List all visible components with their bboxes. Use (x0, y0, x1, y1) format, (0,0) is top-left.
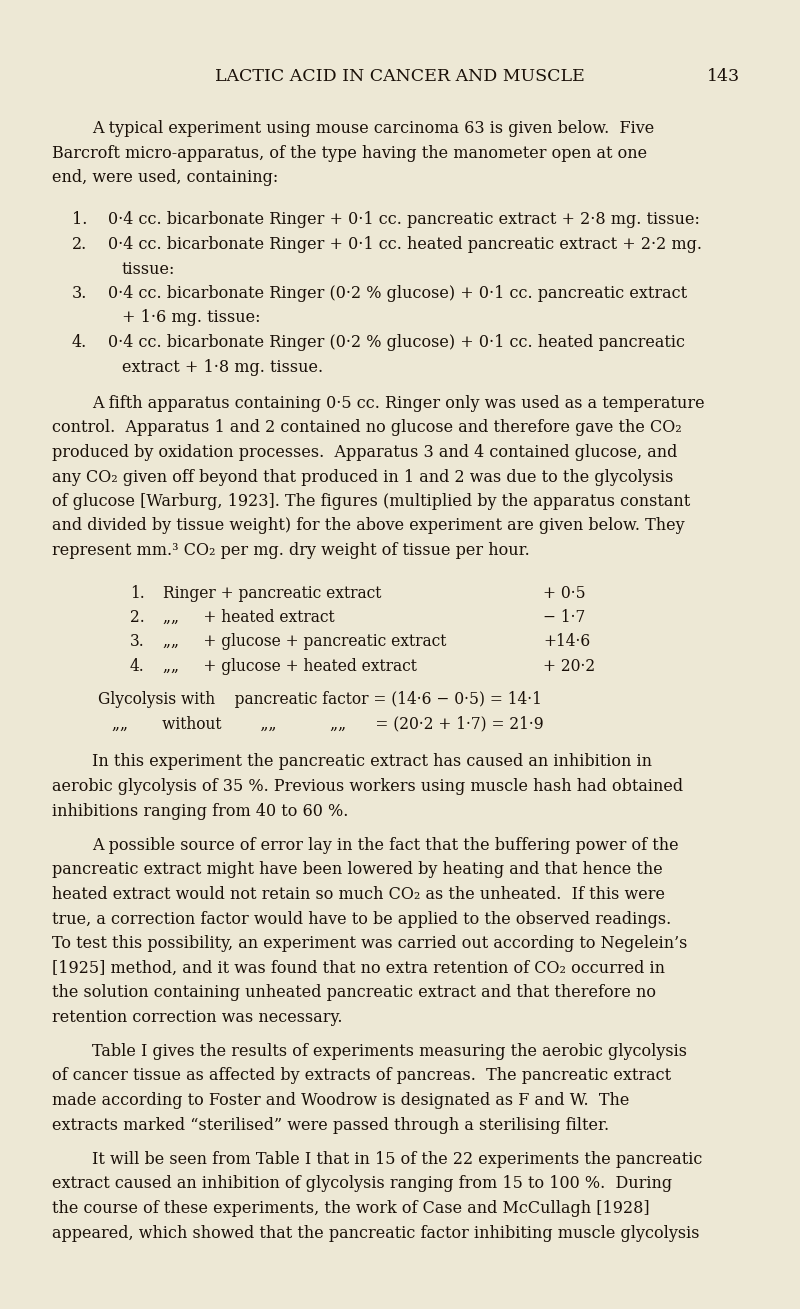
Text: 2.: 2. (72, 236, 87, 253)
Text: represent mm.³ CO₂ per mg. dry weight of tissue per hour.: represent mm.³ CO₂ per mg. dry weight of… (52, 542, 530, 559)
Text: 4.: 4. (130, 658, 145, 675)
Text: 0·4 cc. bicarbonate Ringer + 0·1 cc. pancreatic extract + 2·8 mg. tissue:: 0·4 cc. bicarbonate Ringer + 0·1 cc. pan… (108, 212, 700, 229)
Text: +14·6: +14·6 (543, 634, 590, 651)
Text: + 0·5: + 0·5 (543, 585, 586, 602)
Text: inhibitions ranging from 40 to 60 %.: inhibitions ranging from 40 to 60 %. (52, 802, 348, 819)
Text: − 1·7: − 1·7 (543, 609, 586, 626)
Text: It will be seen from Table I that in 15 of the 22 experiments the pancreatic: It will be seen from Table I that in 15 … (92, 1151, 702, 1168)
Text: tissue:: tissue: (122, 260, 175, 278)
Text: extract + 1·8 mg. tissue.: extract + 1·8 mg. tissue. (122, 359, 323, 376)
Text: produced by oxidation processes.  Apparatus 3 and 4 contained glucose, and: produced by oxidation processes. Apparat… (52, 444, 678, 461)
Text: LACTIC ACID IN CANCER AND MUSCLE: LACTIC ACID IN CANCER AND MUSCLE (215, 68, 585, 85)
Text: 1.: 1. (130, 585, 145, 602)
Text: A typical experiment using mouse carcinoma 63 is given below.  Five: A typical experiment using mouse carcino… (92, 120, 654, 137)
Text: 3.: 3. (72, 285, 87, 302)
Text: appeared, which showed that the pancreatic factor inhibiting muscle glycolysis: appeared, which showed that the pancreat… (52, 1224, 699, 1241)
Text: 0·4 cc. bicarbonate Ringer + 0·1 cc. heated pancreatic extract + 2·2 mg.: 0·4 cc. bicarbonate Ringer + 0·1 cc. hea… (108, 236, 702, 253)
Text: + 20·2: + 20·2 (543, 658, 595, 675)
Text: 143: 143 (707, 68, 740, 85)
Text: retention correction was necessary.: retention correction was necessary. (52, 1008, 342, 1025)
Text: the course of these experiments, the work of Case and McCullagh [1928]: the course of these experiments, the wor… (52, 1200, 650, 1217)
Text: 2.: 2. (130, 609, 145, 626)
Text: [1925] method, and it was found that no extra retention of CO₂ occurred in: [1925] method, and it was found that no … (52, 959, 665, 977)
Text: „„     + glucose + heated extract: „„ + glucose + heated extract (163, 658, 417, 675)
Text: aerobic glycolysis of 35 %. Previous workers using muscle hash had obtained: aerobic glycolysis of 35 %. Previous wor… (52, 778, 683, 795)
Text: Ringer + pancreatic extract: Ringer + pancreatic extract (163, 585, 382, 602)
Text: control.  Apparatus 1 and 2 contained no glucose and therefore gave the CO₂: control. Apparatus 1 and 2 contained no … (52, 419, 682, 436)
Text: 3.: 3. (130, 634, 145, 651)
Text: Glycolysis with    pancreatic factor = (14·6 − 0·5) = 14·1: Glycolysis with pancreatic factor = (14·… (98, 691, 542, 707)
Text: the solution containing unheated pancreatic extract and that therefore no: the solution containing unheated pancrea… (52, 984, 656, 1001)
Text: „„     + heated extract: „„ + heated extract (163, 609, 334, 626)
Text: + 1·6 mg. tissue:: + 1·6 mg. tissue: (122, 309, 261, 326)
Text: A possible source of error lay in the fact that the buffering power of the: A possible source of error lay in the fa… (92, 836, 678, 853)
Text: Table I gives the results of experiments measuring the aerobic glycolysis: Table I gives the results of experiments… (92, 1043, 687, 1060)
Text: pancreatic extract might have been lowered by heating and that hence the: pancreatic extract might have been lower… (52, 861, 662, 878)
Text: extracts marked “sterilised” were passed through a sterilising filter.: extracts marked “sterilised” were passed… (52, 1117, 609, 1134)
Text: „„     + glucose + pancreatic extract: „„ + glucose + pancreatic extract (163, 634, 446, 651)
Text: true, a correction factor would have to be applied to the observed readings.: true, a correction factor would have to … (52, 911, 671, 928)
Text: and divided by tissue weight) for the above experiment are given below. They: and divided by tissue weight) for the ab… (52, 517, 685, 534)
Text: made according to Foster and Woodrow is designated as F and W.  The: made according to Foster and Woodrow is … (52, 1092, 630, 1109)
Text: extract caused an inhibition of glycolysis ranging from 15 to 100 %.  During: extract caused an inhibition of glycolys… (52, 1175, 672, 1192)
Text: 1.: 1. (72, 212, 87, 229)
Text: 4.: 4. (72, 334, 87, 351)
Text: A fifth apparatus containing 0·5 cc. Ringer only was used as a temperature: A fifth apparatus containing 0·5 cc. Rin… (92, 395, 705, 412)
Text: of cancer tissue as affected by extracts of pancreas.  The pancreatic extract: of cancer tissue as affected by extracts… (52, 1068, 671, 1084)
Text: any CO₂ given off beyond that produced in 1 and 2 was due to the glycolysis: any CO₂ given off beyond that produced i… (52, 469, 674, 486)
Text: „„       without        „„           „„      = (20·2 + 1·7) = 21·9: „„ without „„ „„ = (20·2 + 1·7) = 21·9 (112, 715, 544, 732)
Text: end, were used, containing:: end, were used, containing: (52, 169, 278, 186)
Text: of glucose [Warburg, 1923]. The figures (multiplied by the apparatus constant: of glucose [Warburg, 1923]. The figures … (52, 493, 690, 511)
Text: Barcroft micro-apparatus, of the type having the manometer open at one: Barcroft micro-apparatus, of the type ha… (52, 144, 647, 161)
Text: To test this possibility, an experiment was carried out according to Negelein’s: To test this possibility, an experiment … (52, 935, 687, 952)
Text: heated extract would not retain so much CO₂ as the unheated.  If this were: heated extract would not retain so much … (52, 886, 665, 903)
Text: 0·4 cc. bicarbonate Ringer (0·2 % glucose) + 0·1 cc. pancreatic extract: 0·4 cc. bicarbonate Ringer (0·2 % glucos… (108, 285, 687, 302)
Text: 0·4 cc. bicarbonate Ringer (0·2 % glucose) + 0·1 cc. heated pancreatic: 0·4 cc. bicarbonate Ringer (0·2 % glucos… (108, 334, 685, 351)
Text: In this experiment the pancreatic extract has caused an inhibition in: In this experiment the pancreatic extrac… (92, 754, 652, 771)
